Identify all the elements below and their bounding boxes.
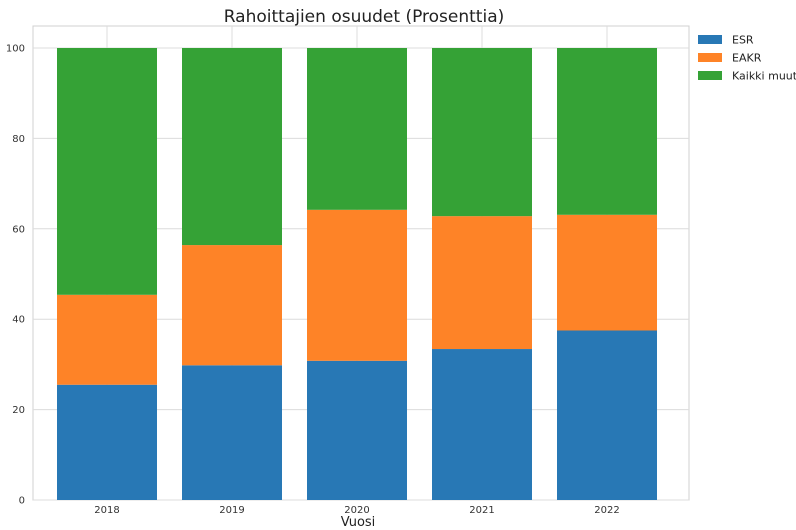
bar-kaikki-muut-2019 (182, 48, 282, 246)
bar-eakr-2022 (557, 214, 657, 331)
bar-esr-2022 (557, 330, 657, 500)
x-tick-label: 2019 (219, 505, 244, 516)
x-tick-label: 2020 (344, 505, 369, 516)
legend: ESR EAKR Kaikki muut (698, 34, 796, 83)
x-tick-label: 2022 (594, 505, 619, 516)
bar-eakr-2019 (182, 245, 282, 366)
legend-label-eakr: EAKR (732, 52, 762, 65)
bar-esr-2019 (182, 365, 282, 500)
x-axis-label: Vuosi (341, 515, 376, 530)
legend-swatch-eakr (698, 53, 722, 62)
y-tick-label: 40 (12, 315, 25, 326)
y-tick-label: 20 (12, 405, 25, 416)
x-tick-labels: 2018 2019 2020 2021 2022 (94, 505, 619, 516)
bar-kaikki-muut-2018 (57, 48, 157, 295)
bar-esr-2020 (307, 360, 407, 500)
bar-eakr-2021 (432, 216, 532, 350)
y-tick-label: 0 (19, 496, 25, 507)
bar-kaikki-muut-2020 (307, 48, 407, 210)
bar-kaikki-muut-2021 (432, 48, 532, 217)
bars (57, 48, 657, 500)
x-tick-label: 2018 (94, 505, 119, 516)
legend-label-esr: ESR (732, 34, 754, 47)
y-tick-label: 60 (12, 224, 25, 235)
y-tick-label: 80 (12, 134, 25, 145)
bar-eakr-2020 (307, 209, 407, 361)
bar-esr-2018 (57, 384, 157, 500)
legend-swatch-kaikki-muut (698, 71, 722, 80)
legend-label-kaikki-muut: Kaikki muut (732, 70, 796, 83)
y-tick-label: 100 (6, 44, 25, 55)
bar-kaikki-muut-2022 (557, 48, 657, 215)
x-tick-label: 2021 (469, 505, 494, 516)
chart-title: Rahoittajien osuudet (Prosenttia) (224, 7, 505, 27)
bar-esr-2021 (432, 349, 532, 500)
bar-eakr-2018 (57, 294, 157, 385)
legend-swatch-esr (698, 35, 722, 44)
y-tick-labels: 0 20 40 60 80 100 (6, 44, 25, 507)
